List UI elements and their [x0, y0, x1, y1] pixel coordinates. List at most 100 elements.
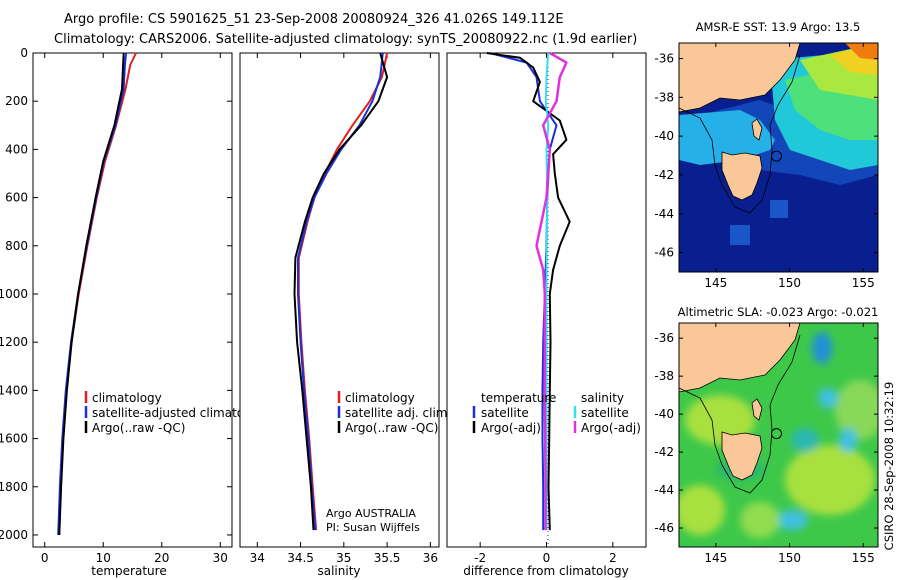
y-tick-label: -44 [654, 207, 674, 221]
annotation-pi: PI: Susan Wijffels [326, 521, 420, 534]
y-tick-label: 1400 [0, 383, 28, 397]
temperature-x-axis: 0 10 20 30 [41, 53, 228, 565]
sla-field [679, 332, 878, 538]
sla-land [679, 323, 801, 481]
sst-map: AMSR-E SST: 13.9 Argo: 13.5 [654, 20, 879, 290]
y-tick-label: -36 [654, 331, 674, 345]
y-tick-label: -42 [654, 445, 674, 459]
x-tick-label: 10 [96, 551, 111, 565]
y-tick-label: -46 [654, 246, 674, 260]
annotation-argo-australia: Argo AUSTRALIA [326, 507, 416, 520]
legend-label-temp-satellite: satellite [481, 406, 529, 420]
y-tick-label: 800 [5, 239, 28, 253]
temperature-lines [57, 52, 137, 536]
legend-label-argo: Argo(..raw -QC) [92, 421, 185, 435]
series-line-salinity-satellite [544, 52, 550, 531]
legend-label-climatology: climatology [345, 391, 415, 405]
series-line-salinity-argo-adj- [535, 51, 568, 531]
y-tick-label: 600 [5, 191, 28, 205]
y-tick-label: -38 [654, 90, 674, 104]
series-line-satellite-adj-clim- [297, 52, 384, 531]
difference-xlabel: difference from climatology [463, 564, 629, 578]
y-tick-label: -46 [654, 521, 674, 535]
sst-map-frame [678, 42, 879, 273]
y-tick-label: -36 [654, 52, 674, 66]
sla-argo-position-marker [771, 428, 782, 440]
sst-map-title: AMSR-E SST: 13.9 Argo: 13.5 [696, 20, 861, 34]
y-tick-label: 1600 [0, 432, 28, 446]
salinity-axes-box [239, 52, 440, 548]
temperature-xlabel: temperature [91, 564, 166, 578]
x-tick-label: 0 [41, 551, 49, 565]
x-tick-label: 145 [704, 551, 727, 565]
y-tick-label: -44 [654, 483, 674, 497]
sst-x-axis: 145 150 155 [704, 43, 875, 290]
sst-argo-position-marker [771, 150, 782, 162]
sla-x-axis: 145 150 155 [704, 323, 875, 565]
legend-label-sal-argo: Argo(-adj) [581, 421, 641, 435]
y-tick-label: 1200 [0, 335, 28, 349]
difference-legend: temperature satellite Argo(-adj) salinit… [472, 391, 641, 435]
y-tick-label: 400 [5, 142, 28, 156]
x-tick-label: 34.5 [287, 551, 314, 565]
sla-map-frame [678, 322, 879, 548]
series-line-argo-raw-qc- [58, 52, 125, 536]
sst-land [679, 43, 801, 201]
y-tick-label: 2000 [0, 528, 28, 542]
legend-label-sal-satellite: satellite [581, 406, 629, 420]
x-tick-label: 155 [852, 276, 875, 290]
legend-title-salinity: salinity [581, 391, 624, 405]
x-tick-label: 36 [423, 551, 438, 565]
x-tick-label: 150 [778, 276, 801, 290]
y-tick-label: -42 [654, 168, 674, 182]
legend-label-argo: Argo(..raw -QC) [345, 421, 438, 435]
temperature-panel: 0 200 400 600 800 1000 1200 1400 1600 1800 2000 0 1… [0, 46, 270, 578]
y-tick-label: 1800 [0, 480, 28, 494]
sla-map: Altimetric SLA: -0.023 Argo: -0.021 [654, 305, 879, 565]
x-tick-label: 2 [609, 551, 617, 565]
difference-x-axis: -2 0 2 [474, 53, 617, 565]
x-tick-label: 155 [852, 551, 875, 565]
series-line-argo-raw-qc- [293, 52, 389, 531]
x-tick-label: 35 [336, 551, 351, 565]
legend-label-satellite: satellite-adjusted climatology [92, 406, 270, 420]
y-tick-label: -38 [654, 369, 674, 383]
temperature-axes-box [32, 52, 233, 548]
y-tick-label: -40 [654, 129, 674, 143]
footer-timestamp: CSIRO 28-Sep-2008 10:32:19 [882, 382, 896, 551]
sst-shelf-contour [679, 54, 801, 214]
salinity-panel: 34 34.5 35 35.5 36 salinity climatology sate… [239, 52, 451, 578]
salinity-legend: climatology satellite adj. clim. Argo(..… [337, 391, 451, 435]
salinity-x-axis: 34 34.5 35 35.5 36 [250, 53, 438, 565]
x-tick-label: 34 [250, 551, 265, 565]
salinity-xlabel: salinity [317, 564, 360, 578]
sla-y-axis: -36 -38 -40 -42 -44 -46 [654, 331, 878, 535]
y-tick-label: 200 [5, 94, 28, 108]
difference-lines [486, 51, 571, 531]
title-line1: Argo profile: CS 5901625_51 23-Sep-2008 … [64, 12, 564, 27]
x-tick-label: 150 [778, 551, 801, 565]
legend-label-temp-argo: Argo(-adj) [481, 421, 541, 435]
sst-y-axis: -36 -38 -40 -42 -44 -46 [654, 52, 878, 260]
legend-title-temperature: temperature [481, 391, 556, 405]
y-tick-label: 1000 [0, 287, 28, 301]
salinity-lines [293, 52, 389, 531]
title-line2: Climatology: CARS2006. Satellite-adjuste… [54, 32, 637, 47]
sst-field [679, 43, 878, 245]
x-tick-label: 145 [704, 276, 727, 290]
legend-label-climatology: climatology [92, 391, 162, 405]
y-tick-label: 0 [20, 46, 28, 60]
series-line-temperature-argo-adj- [486, 52, 571, 531]
x-tick-label: 35.5 [374, 551, 401, 565]
sla-shelf-contour [679, 334, 801, 494]
x-tick-label: 0 [543, 551, 551, 565]
depth-axis: 0 200 400 600 800 1000 1200 1400 1600 1800 2000 [0, 46, 232, 542]
x-tick-label: -2 [474, 551, 486, 565]
x-tick-label: 20 [154, 551, 169, 565]
y-tick-label: -40 [654, 407, 674, 421]
x-tick-label: 30 [213, 551, 228, 565]
legend-label-satellite: satellite adj. clim. [345, 406, 451, 420]
difference-panel: -2 0 2 difference from climatology tempera… [446, 51, 647, 578]
temperature-legend: climatology satellite-adjusted climatolo… [84, 391, 270, 435]
